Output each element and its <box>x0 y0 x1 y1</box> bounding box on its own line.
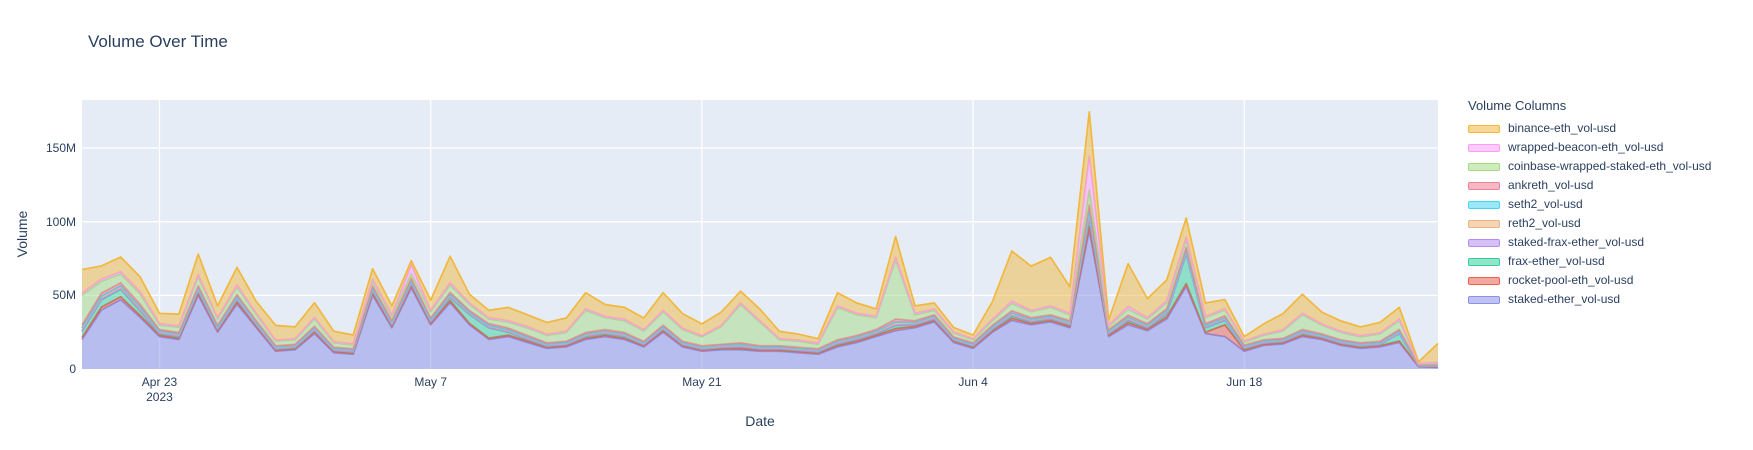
xaxis-title: Date <box>745 413 775 429</box>
legend-item-binance-eth[interactable]: binance-eth_vol-usd <box>1462 119 1711 138</box>
line-binance-eth <box>81 111 1439 363</box>
legend-item-frax-ether[interactable]: frax-ether_vol-usd <box>1462 252 1711 271</box>
legend-swatch-icon <box>1468 295 1500 304</box>
legend-item-staked-ether[interactable]: staked-ether_vol-usd <box>1462 290 1711 309</box>
area-staked-ether <box>82 230 1438 369</box>
legend-label: ankreth_vol-usd <box>1508 178 1594 192</box>
legend-item-coinbase-wseth[interactable]: coinbase-wrapped-staked-eth_vol-usd <box>1462 157 1711 176</box>
legend-swatch-icon <box>1468 124 1500 133</box>
chart-title: Volume Over Time <box>88 32 228 51</box>
ytick-label: 0 <box>69 362 76 376</box>
legend-label: seth2_vol-usd <box>1508 197 1583 211</box>
legend-swatch-icon <box>1468 219 1500 228</box>
ytick-label: 100M <box>45 214 76 229</box>
xtick-label: Jun 4 <box>958 375 988 389</box>
legend-label: rocket-pool-eth_vol-usd <box>1508 273 1634 287</box>
ytick-label: 50M <box>52 288 76 303</box>
legend-item-wrapped-beacon-eth[interactable]: wrapped-beacon-eth_vol-usd <box>1462 138 1711 157</box>
legend-swatch-icon <box>1468 181 1500 190</box>
legend-swatch-icon <box>1468 238 1500 247</box>
xtick-label: Apr 23 2023 <box>141 375 178 404</box>
legend-item-reth2[interactable]: reth2_vol-usd <box>1462 214 1711 233</box>
legend-label: coinbase-wrapped-staked-eth_vol-usd <box>1508 159 1712 173</box>
legend-label: frax-ether_vol-usd <box>1508 254 1605 268</box>
legend-label: staked-ether_vol-usd <box>1508 292 1621 306</box>
legend-swatch-icon <box>1468 276 1500 285</box>
legend-swatch-icon <box>1468 143 1500 152</box>
legend-label: staked-frax-ether_vol-usd <box>1508 235 1645 249</box>
legend-label: wrapped-beacon-eth_vol-usd <box>1508 140 1664 154</box>
xtick-label: May 21 <box>682 375 722 389</box>
ytick-label: 150M <box>45 141 76 156</box>
area-binance-eth <box>82 111 1438 364</box>
legend-items: binance-eth_vol-usd wrapped-beacon-eth_vo… <box>1462 119 1711 309</box>
legend-title: Volume Columns <box>1468 98 1567 113</box>
legend-item-rocket-pool-eth[interactable]: rocket-pool-eth_vol-usd <box>1462 271 1711 290</box>
legend-item-seth2[interactable]: seth2_vol-usd <box>1462 195 1711 214</box>
legend-item-ankreth[interactable]: ankreth_vol-usd <box>1462 176 1711 195</box>
legend-item-staked-frax-ether[interactable]: staked-frax-ether_vol-usd <box>1462 233 1711 252</box>
legend-label: binance-eth_vol-usd <box>1508 121 1617 135</box>
xtick-label: Jun 18 <box>1226 375 1263 389</box>
area-coinbase-wseth <box>82 190 1438 365</box>
xtick-label: May 7 <box>414 375 448 389</box>
legend-label: reth2_vol-usd <box>1508 216 1581 230</box>
legend-swatch-icon <box>1468 162 1500 171</box>
xtick-sublabel: 2023 <box>146 390 173 404</box>
yaxis-title: Volume <box>14 210 30 258</box>
legend-swatch-icon <box>1468 200 1500 209</box>
legend-swatch-icon <box>1468 257 1500 266</box>
